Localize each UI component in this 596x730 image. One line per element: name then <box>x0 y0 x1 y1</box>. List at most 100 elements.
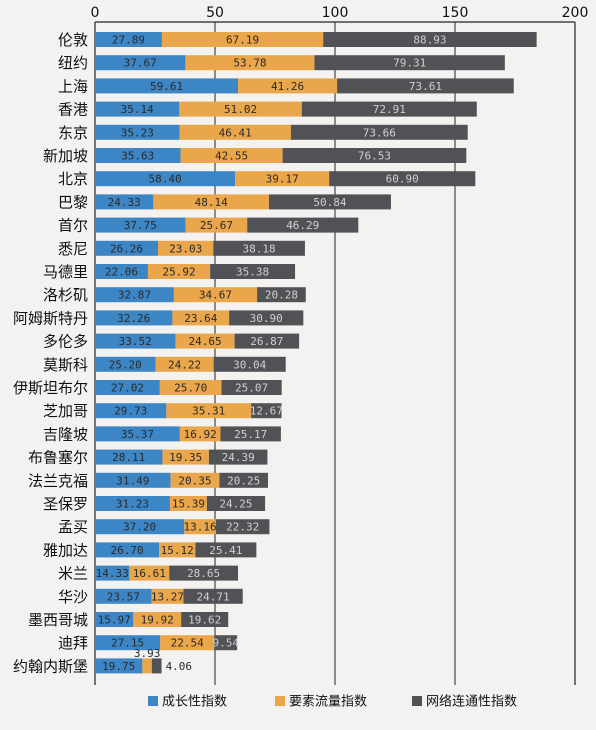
bar-value-label: 31.49 <box>116 474 149 487</box>
bar-value-label: 67.19 <box>226 34 259 47</box>
bar-segment <box>147 264 211 279</box>
bar-segment <box>172 310 230 326</box>
category-label: 伊斯坦布尔 <box>13 379 88 397</box>
bar-segment <box>301 101 477 117</box>
bar-value-label: 73.66 <box>363 126 396 139</box>
x-tick-label: 0 <box>91 5 100 21</box>
bar-segment <box>235 171 330 187</box>
bar-segment <box>257 287 306 303</box>
bar-value-label: 35.14 <box>121 103 154 116</box>
bar-segment <box>142 658 152 674</box>
bar-value-label: 37.67 <box>124 57 157 70</box>
legend-swatch <box>148 696 158 706</box>
bar-value-label: 79.31 <box>393 57 426 70</box>
bar-value-label: 15.39 <box>172 498 205 511</box>
bar-segment <box>95 519 185 535</box>
bar-value-label: 27.15 <box>111 637 144 650</box>
bar-segment <box>95 612 134 627</box>
bar-segment <box>158 240 214 256</box>
bar-segment <box>247 217 359 233</box>
category-label: 多伦多 <box>43 333 88 351</box>
category-label: 上海 <box>58 77 88 95</box>
bar-value-label: 16.61 <box>133 567 166 580</box>
bar-segment <box>159 542 196 558</box>
bar-value-label: 25.17 <box>234 428 267 441</box>
bar-segment <box>181 612 229 627</box>
category-label: 约翰内斯堡 <box>13 657 88 675</box>
bar-segment <box>282 148 467 163</box>
bar-segment <box>184 519 216 535</box>
category-label: 莫斯科 <box>43 356 88 374</box>
bar-segment <box>185 55 315 71</box>
bar-segment <box>179 101 302 117</box>
bar-value-label: 26.70 <box>110 544 143 557</box>
bar-value-label: 34.67 <box>199 289 232 302</box>
bar-value-label: 3.93 <box>134 647 161 660</box>
bar-segment <box>133 612 182 627</box>
bar-segment <box>95 542 160 558</box>
bar-segment <box>290 124 468 140</box>
bar-segment <box>95 449 163 465</box>
bar-segment <box>95 333 176 349</box>
bar-segment <box>95 32 162 47</box>
legend-swatch <box>412 696 422 706</box>
bar-value-label: 22.32 <box>226 521 259 534</box>
bar-value-label: 32.87 <box>118 289 151 302</box>
bar-segment <box>208 449 268 465</box>
bar-value-label: 25.41 <box>209 544 242 557</box>
category-label: 阿姆斯特丹 <box>13 309 88 327</box>
category-label: 法兰克福 <box>28 472 88 490</box>
bar-value-label: 19.75 <box>102 660 135 673</box>
bar-segment <box>95 264 148 279</box>
category-label: 马德里 <box>43 263 88 281</box>
bar-segment <box>95 380 160 395</box>
category-label: 首尔 <box>58 217 88 235</box>
bar-value-label: 4.06 <box>166 660 193 673</box>
bar-segment <box>155 356 214 372</box>
x-tick-label: 150 <box>442 5 469 21</box>
bar-value-label: 60.90 <box>386 173 419 186</box>
bar-segment <box>251 403 282 419</box>
bar-segment <box>314 55 505 71</box>
bar-segment <box>179 426 221 442</box>
category-label: 北京 <box>58 170 88 188</box>
bar-segment <box>180 148 283 163</box>
bar-value-label: 73.61 <box>409 80 442 93</box>
bar-segment <box>95 403 167 419</box>
legend: 成长性指数 要素流量指数 网络连通性指数 <box>148 694 517 710</box>
category-label: 迪拜 <box>58 634 88 652</box>
bar-segment <box>219 472 269 488</box>
bar-segment <box>95 496 170 511</box>
legend-label: 要素流量指数 <box>289 695 367 710</box>
category-label: 香港 <box>58 101 88 119</box>
bar-segment <box>95 426 180 442</box>
bar-segment <box>159 380 222 395</box>
bar-segment <box>337 78 514 94</box>
bar-value-label: 25.07 <box>235 382 268 395</box>
bar-value-label: 9.54 <box>212 637 239 650</box>
bar-segment <box>153 194 269 210</box>
bar-value-label: 59.61 <box>150 80 183 93</box>
bar-segment <box>173 287 258 303</box>
bar-segment <box>95 472 171 488</box>
category-label: 芝加哥 <box>43 402 88 420</box>
bar-value-label: 26.26 <box>110 242 143 255</box>
bar-segment <box>95 287 174 303</box>
legend-label: 网络连通性指数 <box>426 694 517 710</box>
bar-value-label: 23.03 <box>169 242 202 255</box>
bar-segment <box>183 588 243 604</box>
bar-value-label: 26.87 <box>250 335 283 348</box>
legend-label: 成长性指数 <box>162 695 227 710</box>
bar-value-label: 24.39 <box>222 451 255 464</box>
bar-value-label: 35.23 <box>121 126 154 139</box>
bar-value-label: 25.70 <box>174 382 207 395</box>
bar-segment <box>162 449 209 465</box>
bar-value-label: 30.90 <box>250 312 283 325</box>
bar-value-label: 46.29 <box>286 219 319 232</box>
bar-value-label: 35.31 <box>192 405 225 418</box>
bar-value-label: 31.23 <box>116 498 149 511</box>
bar-segment <box>95 240 159 256</box>
bar-value-label: 37.75 <box>124 219 157 232</box>
bar-value-label: 12.67 <box>250 405 283 418</box>
